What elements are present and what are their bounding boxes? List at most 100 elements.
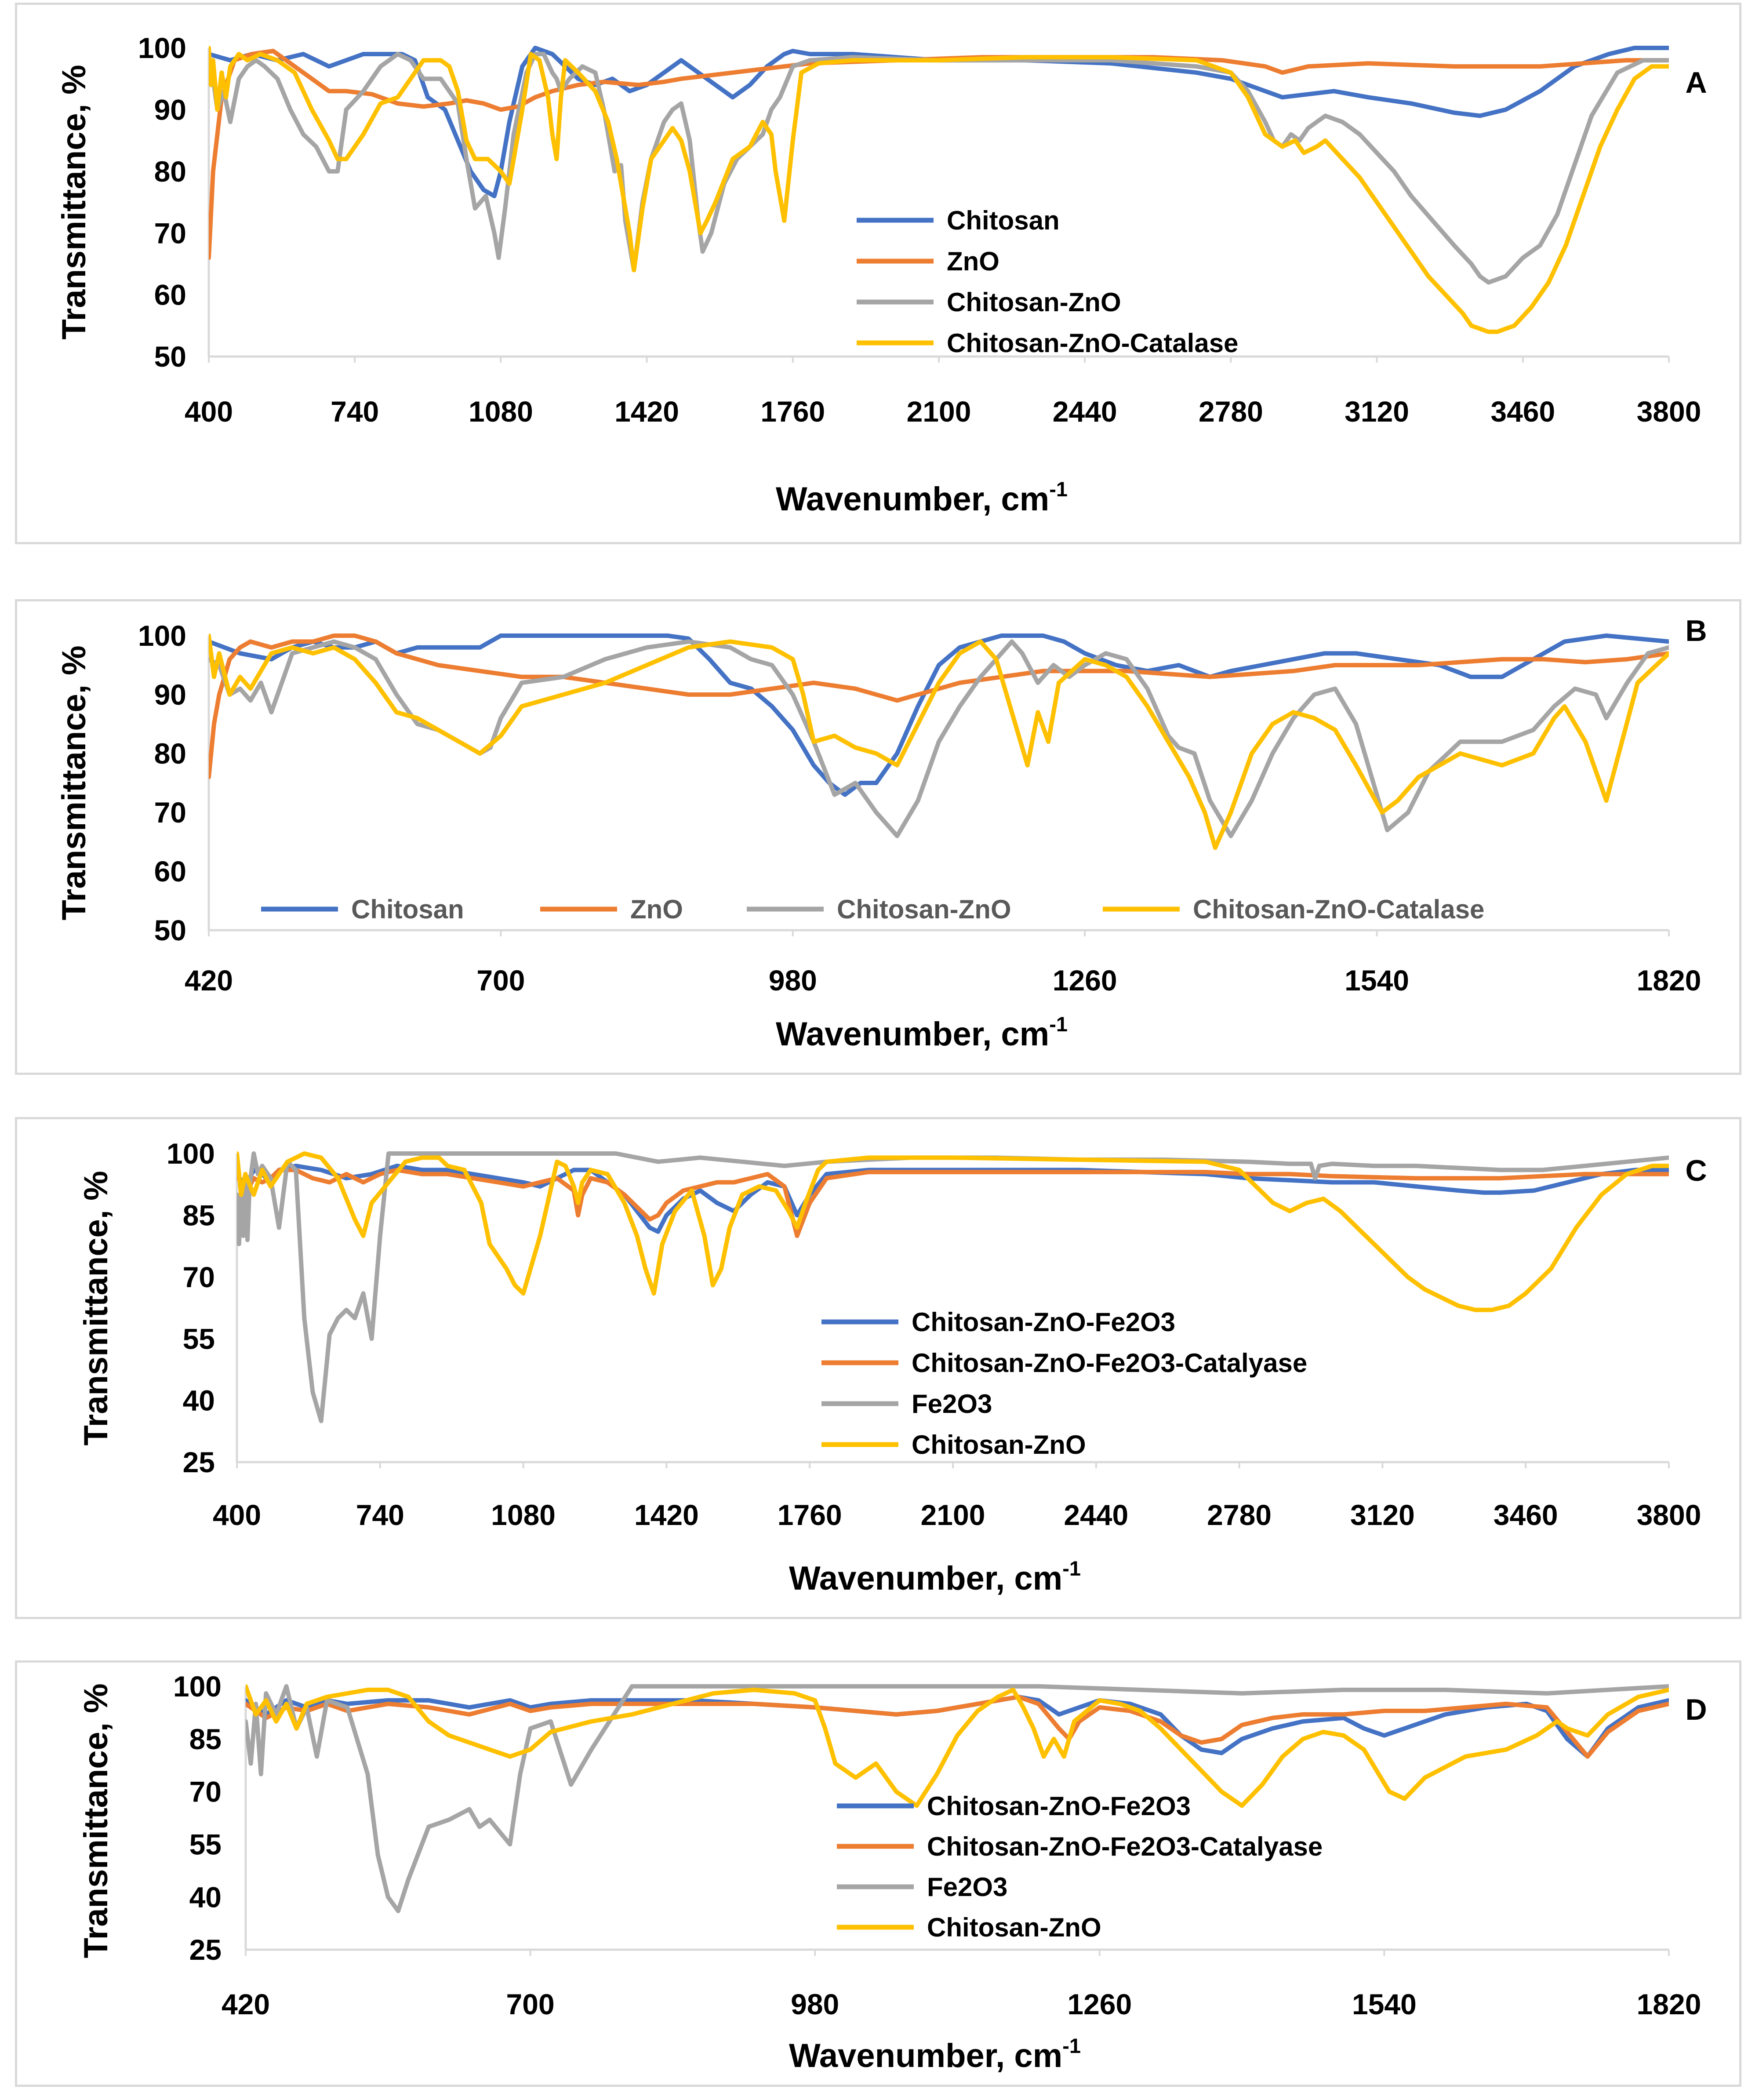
y-tick-label: 90 <box>154 678 186 711</box>
series-line-zno <box>209 49 1669 260</box>
x-tick-label: 1760 <box>778 1499 842 1531</box>
x-tick-label: 1820 <box>1637 964 1701 997</box>
series-line-fe2o3 <box>246 1684 1669 1914</box>
y-axis-title: Transmittance, % <box>77 1171 115 1445</box>
y-tick-label: 55 <box>183 1322 215 1355</box>
y-tick-label: 40 <box>183 1384 215 1417</box>
x-axis-title: Wavenumber, cm-1 <box>776 1012 1068 1053</box>
x-tick-label: 1420 <box>614 395 679 428</box>
y-tick-label: 85 <box>189 1723 222 1755</box>
legend-label: Chitosan-ZnO <box>912 1430 1086 1459</box>
legend-label: ZnO <box>630 895 683 924</box>
legend-label: Chitosan-ZnO-Fe2O3-Catalyase <box>912 1348 1307 1378</box>
series-line-chitosan-zno <box>209 52 1669 285</box>
series-line-fe2o3 <box>237 1151 1669 1423</box>
x-tick-label: 2440 <box>1053 395 1117 428</box>
legend-label: Chitosan-ZnO <box>927 1913 1101 1942</box>
chart-a: 50 60 70 80 90 100 400 740 1080 1420 1760 2100 2440 2… <box>55 32 1707 518</box>
x-tick-label: 740 <box>331 395 379 428</box>
legend-label: Chitosan-ZnO <box>947 288 1121 317</box>
series-line-chitosan <box>209 46 1669 198</box>
x-tick-label: 3120 <box>1345 395 1409 428</box>
y-tick-label: 40 <box>189 1881 222 1913</box>
series-line-chitosan <box>209 633 1669 797</box>
x-tick-label: 1540 <box>1352 1988 1417 2020</box>
y-axis-title: Transmittance, % <box>55 645 93 920</box>
legend-label: Chitosan <box>351 895 464 924</box>
y-tick-label: 100 <box>138 619 186 652</box>
legend-label: Fe2O3 <box>927 1872 1007 1902</box>
y-tick-label: 50 <box>154 340 186 373</box>
x-tick-label: 980 <box>791 1988 839 2020</box>
y-tick-label: 55 <box>189 1828 222 1861</box>
x-tick-label: 3800 <box>1637 1499 1701 1531</box>
series-line-chitosan-zno-catalase <box>209 46 1669 334</box>
panel-letter: A <box>1685 66 1707 99</box>
x-tick-label: 1260 <box>1067 1988 1132 2020</box>
y-tick-label: 70 <box>183 1261 215 1293</box>
series-line-chitosan-zno-catalase <box>209 633 1669 850</box>
panel-a: 50 60 70 80 90 100 400 740 1080 1420 1760 2100 2440 2… <box>15 3 1741 544</box>
y-tick-label: 80 <box>154 737 186 770</box>
x-tick-label: 700 <box>476 964 525 997</box>
y-tick-label: 70 <box>154 217 186 249</box>
y-tick-label: 100 <box>173 1670 222 1703</box>
y-tick-label: 80 <box>154 155 186 188</box>
x-axis-title: Wavenumber, cm-1 <box>789 1557 1081 1597</box>
y-tick-label: 70 <box>189 1776 222 1808</box>
series-line-zno <box>209 633 1669 779</box>
x-tick-label: 1760 <box>760 395 825 428</box>
panel-b: 50 60 70 80 90 100 420 700 980 1260 1540 1820 Chitos… <box>15 599 1741 1075</box>
y-tick-label: 25 <box>183 1446 215 1478</box>
y-tick-label: 100 <box>167 1137 215 1170</box>
x-tick-label: 740 <box>356 1499 404 1531</box>
legend-label: Chitosan-ZnO <box>837 895 1011 924</box>
chart-d: 25 40 55 70 85 100 420 700 980 1260 1540 1820 Chitos… <box>77 1670 1707 2075</box>
x-tick-label: 1080 <box>491 1499 556 1531</box>
y-tick-label: 25 <box>189 1933 222 1966</box>
x-tick-label: 420 <box>185 964 233 997</box>
y-axis-title: Transmittance, % <box>77 1683 115 1958</box>
x-tick-label: 1080 <box>469 395 533 428</box>
legend-label: Chitosan-ZnO-Catalase <box>947 328 1238 358</box>
x-tick-label: 2100 <box>921 1499 985 1531</box>
legend-label: Chitosan-ZnO-Fe2O3-Catalyase <box>927 1832 1323 1861</box>
x-tick-label: 3460 <box>1494 1499 1558 1531</box>
series-line-chitosan-zno <box>246 1684 1669 1808</box>
legend-label: Chitosan-ZnO-Fe2O3 <box>912 1307 1175 1337</box>
panel-letter: B <box>1685 614 1707 648</box>
series-line-chitosan-zno <box>209 639 1669 838</box>
x-tick-label: 700 <box>506 1988 555 2020</box>
x-tick-label: 1420 <box>634 1499 699 1531</box>
x-tick-label: 3120 <box>1350 1499 1415 1531</box>
series-line-chitosan-zno <box>237 1151 1669 1312</box>
legend-label: Chitosan-ZnO-Catalase <box>1193 895 1484 924</box>
x-tick-label: 2780 <box>1207 1499 1272 1531</box>
chart-b: 50 60 70 80 90 100 420 700 980 1260 1540 1820 Chitos… <box>55 614 1707 1053</box>
legend-label: Fe2O3 <box>912 1389 992 1419</box>
x-tick-label: 3800 <box>1637 395 1701 428</box>
x-tick-label: 980 <box>769 964 817 997</box>
y-axis-title: Transmittance, % <box>55 65 93 339</box>
series-line-chitosan-zno-fe2o3-catalyase <box>246 1695 1669 1759</box>
panel-letter: C <box>1685 1154 1707 1187</box>
y-tick-label: 70 <box>154 796 186 829</box>
chart-c: 25 40 55 70 85 100 400 740 1080 1420 1760 2100 2440 2… <box>77 1137 1707 1597</box>
x-tick-label: 1260 <box>1053 964 1117 997</box>
legend-label: Chitosan <box>947 206 1060 235</box>
x-tick-label: 1540 <box>1345 964 1409 997</box>
y-tick-label: 100 <box>138 32 186 64</box>
series-line-chitosan-zno-fe2o3-catalyase <box>237 1168 1669 1238</box>
series-line-chitosan-zno-fe2o3 <box>246 1695 1669 1759</box>
y-tick-label: 60 <box>154 855 186 888</box>
panel-d: 25 40 55 70 85 100 420 700 980 1260 1540 1820 Chitos… <box>15 1660 1741 2087</box>
legend-label: Chitosan-ZnO-Fe2O3 <box>927 1791 1191 1821</box>
x-tick-label: 2440 <box>1064 1499 1128 1531</box>
x-axis-title: Wavenumber, cm-1 <box>776 477 1068 518</box>
y-tick-label: 90 <box>154 94 186 126</box>
x-tick-label: 420 <box>222 1988 270 2020</box>
x-tick-label: 400 <box>185 395 233 428</box>
y-tick-label: 50 <box>154 914 186 946</box>
panel-c: 25 40 55 70 85 100 400 740 1080 1420 1760 2100 2440 2… <box>15 1117 1741 1619</box>
x-tick-label: 3460 <box>1490 395 1555 428</box>
